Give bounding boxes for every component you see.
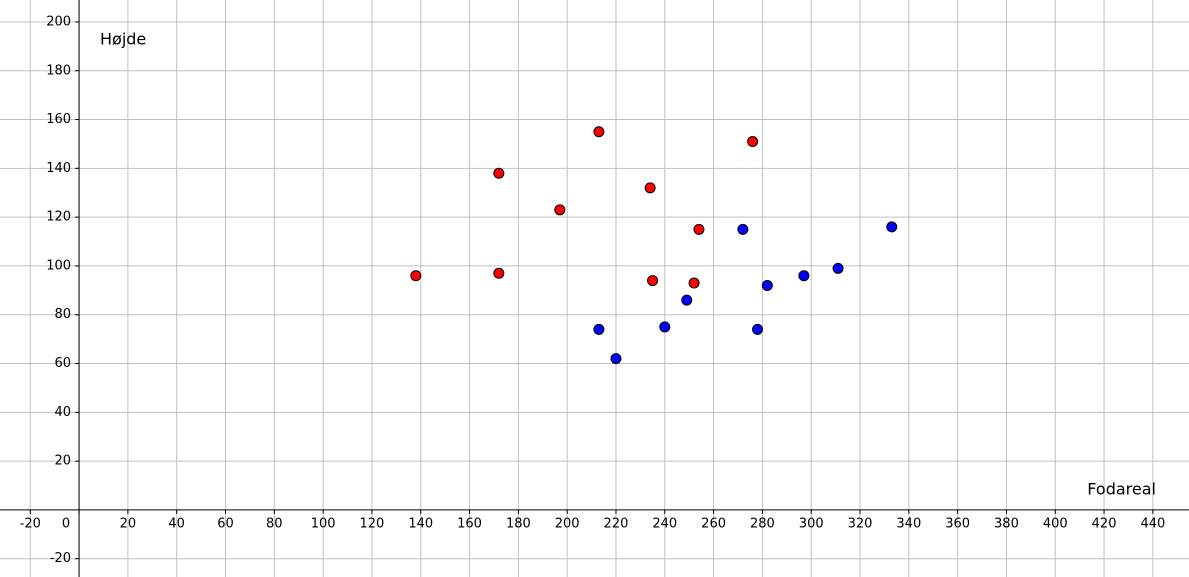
point	[688, 277, 700, 289]
y-tick-label: 140	[46, 161, 71, 176]
x-tick-label: 280	[750, 516, 775, 531]
x-tick-label: 240	[652, 516, 677, 531]
point	[693, 223, 705, 235]
point	[593, 126, 605, 138]
point	[747, 136, 759, 148]
x-tick-label: 180	[506, 516, 531, 531]
point	[886, 221, 898, 233]
y-tick-label: 120	[46, 210, 71, 225]
x-tick-label: 120	[360, 516, 385, 531]
y-tick-label: 200	[46, 14, 71, 29]
x-tick-label: 400	[1043, 516, 1068, 531]
x-tick-label: 320	[848, 516, 873, 531]
point	[681, 294, 693, 306]
marks	[410, 126, 898, 365]
y-tick-label: 100	[46, 258, 71, 273]
x-tick-label: 360	[945, 516, 970, 531]
x-tick-label: 40	[168, 516, 185, 531]
point	[752, 323, 764, 335]
point	[737, 223, 749, 235]
point	[493, 267, 505, 279]
y-tick-label: 180	[46, 63, 71, 78]
x-tick-label: 160	[457, 516, 482, 531]
y-axis-label: Højde	[100, 30, 146, 49]
x-tick-label: 300	[799, 516, 824, 531]
y-tick-label: -20	[50, 551, 71, 566]
point	[493, 167, 505, 179]
point	[798, 270, 810, 282]
point	[659, 321, 671, 333]
x-tick-label: 60	[217, 516, 234, 531]
y-tick-label: 60	[55, 356, 72, 371]
x-axis-label: Fodareal	[1087, 480, 1156, 499]
point	[644, 182, 656, 194]
x-tick-label: 20	[120, 516, 137, 531]
x-tick-label: 220	[604, 516, 629, 531]
x-tick-label: 440	[1140, 516, 1165, 531]
x-tick-label: 200	[555, 516, 580, 531]
y-tick-label: 40	[55, 405, 72, 420]
point	[610, 353, 622, 365]
point	[410, 270, 422, 282]
x-tick-label: 0	[62, 516, 70, 531]
y-tick-label: 80	[55, 307, 72, 322]
x-tick-label: 140	[408, 516, 433, 531]
x-tick-label: 100	[311, 516, 336, 531]
x-tick-label: -20	[20, 516, 41, 531]
point	[647, 275, 659, 287]
y-tick-label: 20	[55, 454, 72, 469]
x-tick-label: 380	[994, 516, 1019, 531]
point	[832, 262, 844, 274]
point	[761, 279, 773, 291]
point	[554, 204, 566, 216]
y-tick-label: 160	[46, 112, 71, 127]
x-tick-label: 260	[701, 516, 726, 531]
x-tick-label: 340	[896, 516, 921, 531]
x-tick-label: 80	[266, 516, 283, 531]
x-tick-label: 420	[1092, 516, 1117, 531]
point	[593, 323, 605, 335]
